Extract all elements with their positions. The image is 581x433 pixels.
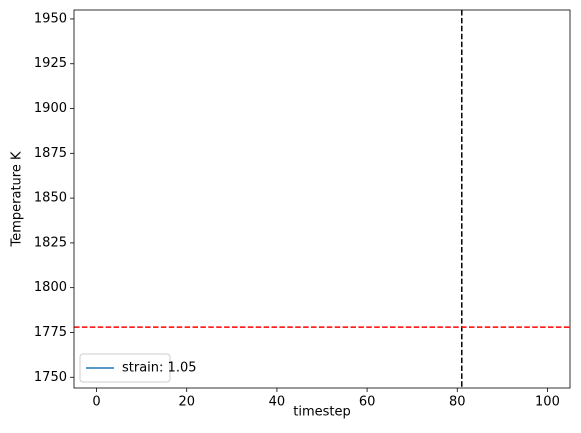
y-tick-label: 1900 <box>34 101 67 116</box>
x-axis-label: timestep <box>293 405 351 420</box>
legend-label: strain: 1.05 <box>122 361 197 376</box>
y-tick-label: 1850 <box>34 191 67 206</box>
legend-box <box>79 353 171 383</box>
x-tick-label: 0 <box>92 395 100 410</box>
x-tick-label: 80 <box>449 395 466 410</box>
y-tick-label: 1800 <box>34 280 67 295</box>
y-tick-label: 1875 <box>34 146 67 161</box>
y-tick-label: 1825 <box>34 235 67 250</box>
y-tick-label: 1750 <box>34 370 67 385</box>
y-tick-label: 1925 <box>34 56 67 71</box>
y-axis-label: Temperature K <box>10 151 25 247</box>
plot-frame <box>73 9 571 389</box>
x-tick-label: 40 <box>269 395 286 410</box>
x-tick-label: 100 <box>535 395 560 410</box>
x-tick-label: 60 <box>359 395 376 410</box>
x-tick-label: 20 <box>178 395 195 410</box>
y-tick-label: 1775 <box>34 325 67 340</box>
y-tick-label: 1950 <box>34 11 67 26</box>
